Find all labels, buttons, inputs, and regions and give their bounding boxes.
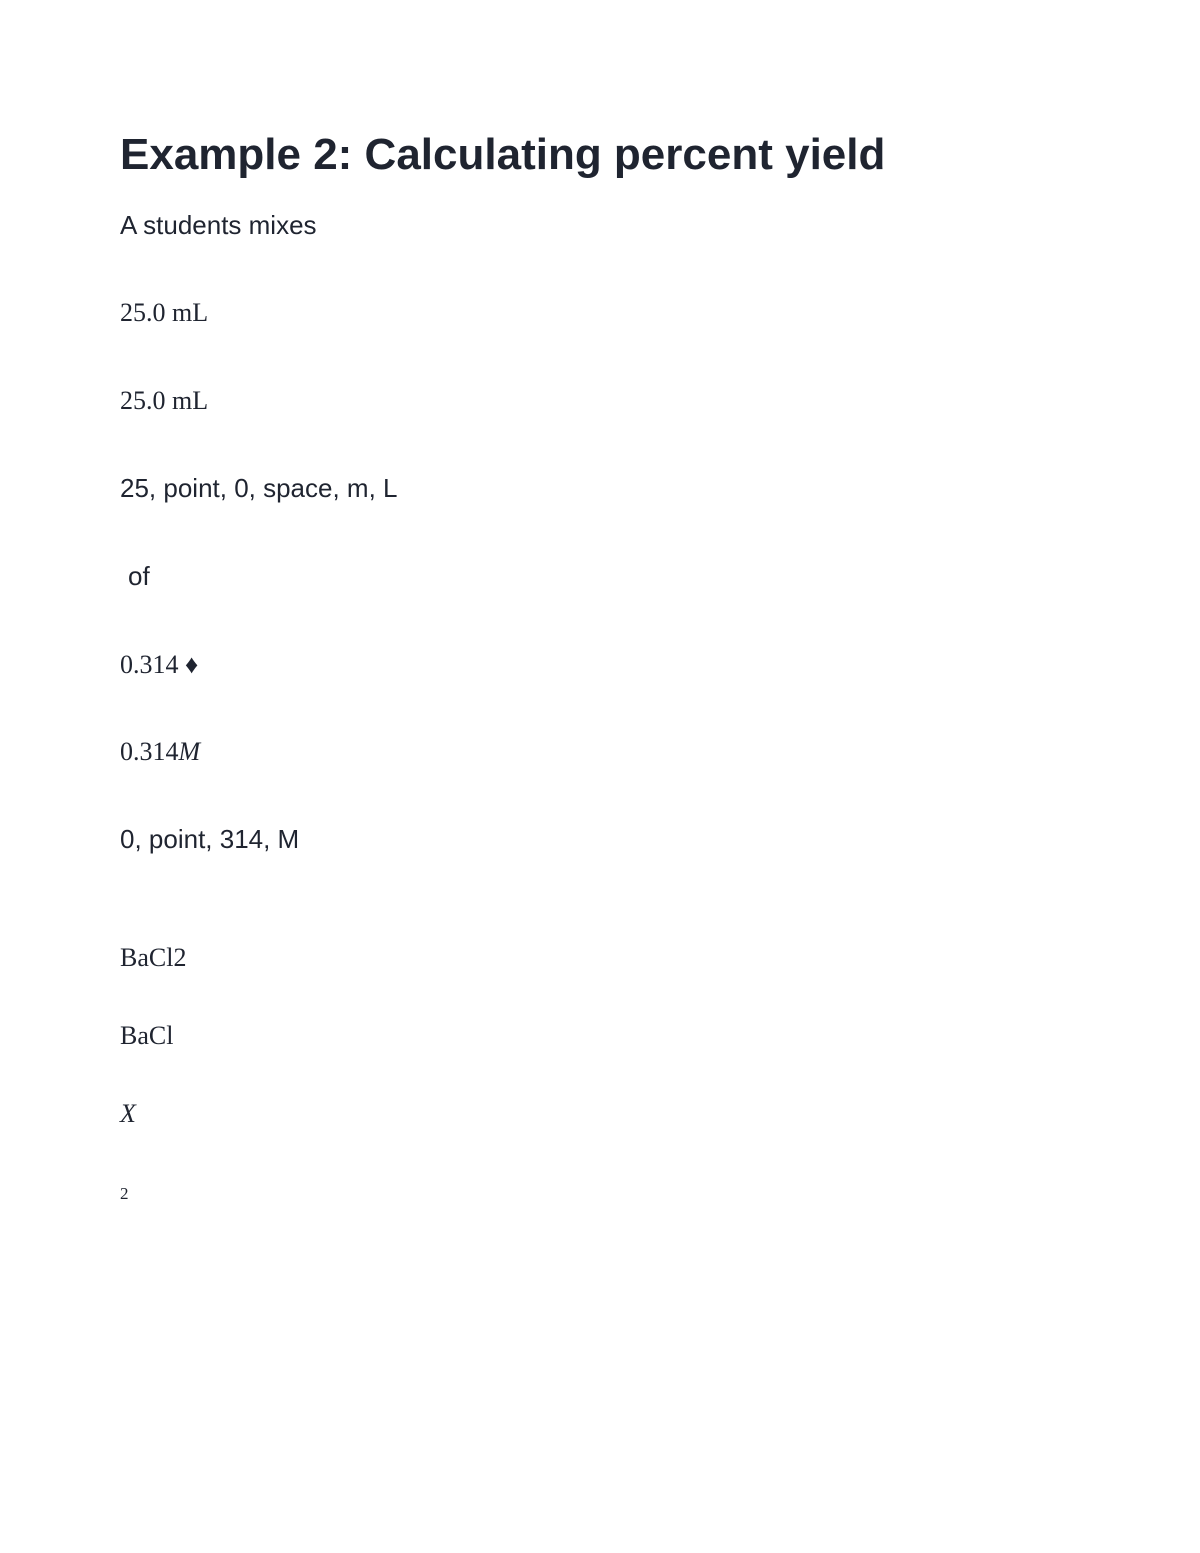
volume-serif-line-1: 25.0 mL	[120, 296, 1080, 330]
volume-spelled-out: 25, point, 0, space, m, L	[120, 472, 1080, 506]
document-page: Example 2: Calculating percent yield A s…	[0, 0, 1200, 1268]
variable-x: X	[120, 1097, 1080, 1131]
molarity-symbol: M	[179, 737, 201, 766]
concentration-italic-m: 0.314M	[120, 735, 1080, 769]
volume-serif-line-2: 25.0 mL	[120, 384, 1080, 418]
diamond-icon: ♦	[185, 650, 198, 679]
intro-text: A students mixes	[120, 209, 1080, 243]
subscript-2: 2	[120, 1174, 1080, 1208]
digit-2-small: 2	[120, 1184, 129, 1203]
concentration-value: 0.314	[120, 737, 179, 766]
formula-bacl: BaCl	[120, 1019, 1080, 1053]
formula-bacl2: BaCl2	[120, 941, 1080, 975]
concentration-spelled-out: 0, point, 314, M	[120, 823, 1080, 857]
concentration-number: 0.314	[120, 650, 185, 679]
of-text: of	[120, 560, 1080, 594]
page-heading: Example 2: Calculating percent yield	[120, 130, 1080, 181]
x-italic: X	[120, 1099, 136, 1128]
concentration-with-diamond: 0.314 ♦	[120, 648, 1080, 682]
